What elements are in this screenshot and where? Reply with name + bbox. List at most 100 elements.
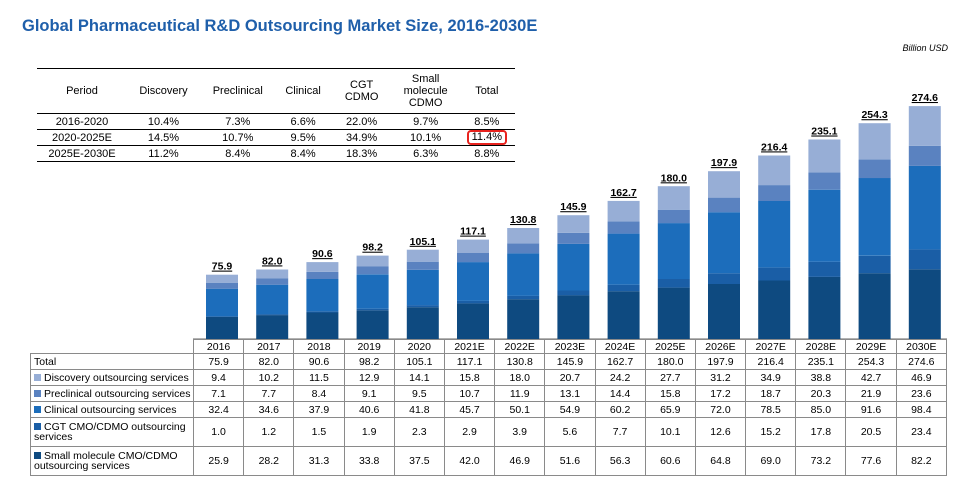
cagr-header-row: Period Discovery Preclinical Clinical CG… — [37, 68, 515, 114]
bar-segment-2020-s2 — [406, 269, 439, 306]
value-cell: 21.9 — [845, 385, 897, 402]
series-label-text: Total — [34, 355, 57, 368]
table-row: Discovery outsourcing services 9.4 10.2 11.… — [30, 369, 948, 386]
value-cell: 1.9 — [343, 417, 395, 447]
total-label-2025E: 180.0 — [661, 172, 687, 184]
value-cell: 162.7 — [594, 353, 646, 370]
value-cell: 15.8 — [443, 369, 496, 386]
bar-segment-2029E-s3 — [858, 159, 891, 179]
year-header: 2016 — [192, 339, 245, 354]
value-cell: 56.3 — [594, 446, 646, 476]
bar-segment-2028E-s3 — [808, 172, 841, 190]
total-label-2018: 90.6 — [312, 248, 333, 260]
value-cell: 73.2 — [795, 446, 847, 476]
series-label-text: Discovery outsourcing services — [44, 371, 189, 384]
cagr-header: Period — [37, 68, 127, 114]
bar-segment-2021E-s0 — [457, 303, 489, 339]
cagr-cell: 10.7% — [199, 129, 276, 146]
cagr-cell: 2020-2025E — [37, 129, 127, 146]
total-label-2020: 105.1 — [410, 236, 436, 248]
bar-segment-2025E-s2 — [657, 223, 690, 279]
value-cell: 23.4 — [895, 417, 948, 447]
value-cell: 46.9 — [494, 446, 546, 476]
table-row: Total 75.9 82.0 90.6 98.2 105.1 117.1 130.8 145.… — [30, 353, 948, 370]
value-cell: 180.0 — [644, 353, 696, 370]
bar-segment-2021E-s2 — [457, 262, 489, 301]
cagr-cell: 22.0% — [330, 113, 393, 130]
value-cell: 7.1 — [192, 385, 245, 402]
cagr-header: Discovery — [127, 68, 200, 114]
data-table-corner — [30, 339, 194, 354]
bar-segment-2022E-s2 — [507, 253, 540, 296]
bar-segment-2016-s0 — [206, 317, 238, 339]
year-header: 2029E — [845, 339, 897, 354]
bar-segment-2023E-s0 — [557, 295, 590, 339]
value-cell: 32.4 — [192, 401, 245, 418]
value-cell: 12.9 — [343, 369, 395, 386]
cagr-row: 2016-2020 10.4% 7.3% 6.6% 22.0% 9.7% 8.5… — [37, 113, 515, 130]
value-cell: 3.9 — [494, 417, 546, 447]
series-label: Discovery outsourcing services — [30, 369, 194, 386]
value-cell: 105.1 — [393, 353, 445, 370]
legend-swatch — [34, 405, 41, 413]
series-label-text: Small molecule CMO/CDMO outsourcing serv… — [34, 450, 178, 472]
unit-label: Billion USD — [902, 43, 948, 53]
value-cell: 18.0 — [494, 369, 546, 386]
value-cell: 69.0 — [745, 446, 797, 476]
bar-segment-2027E-s4 — [758, 155, 791, 186]
bar-segment-2029E-s4 — [858, 123, 891, 160]
bar-segment-2016-s3 — [206, 282, 238, 289]
bar-segment-2017-s1 — [256, 314, 289, 316]
series-label-text: Preclinical outsourcing services — [44, 387, 191, 400]
bar-segment-2030E-s0 — [908, 269, 941, 339]
bar-segment-2022E-s1 — [507, 295, 540, 300]
cagr-cell: 6.3% — [392, 145, 459, 162]
cagr-row: 2025E-2030E 11.2% 8.4% 8.4% 18.3% 6.3% 8… — [37, 145, 515, 162]
bar-segment-2018-s2 — [306, 279, 339, 312]
bar-segment-2017-s4 — [256, 269, 289, 279]
value-cell: 9.4 — [192, 369, 245, 386]
bar-segment-2029E-s1 — [858, 255, 891, 274]
year-header: 2030E — [895, 339, 948, 354]
bar-segment-2027E-s2 — [758, 200, 791, 268]
cagr-cell: 9.5% — [275, 129, 331, 146]
bar-segment-2023E-s2 — [557, 243, 590, 291]
value-cell: 130.8 — [494, 353, 546, 370]
total-label-2017: 82.0 — [262, 255, 283, 267]
value-cell: 10.1 — [644, 417, 696, 447]
legend-swatch — [34, 452, 41, 459]
value-cell: 15.8 — [644, 385, 696, 402]
cagr-cell: 2016-2020 — [37, 113, 127, 130]
total-label-2016: 75.9 — [212, 261, 233, 273]
value-cell: 1.0 — [192, 417, 245, 447]
value-cell: 10.7 — [443, 385, 496, 402]
bar-segment-2027E-s1 — [758, 267, 791, 281]
value-cell: 45.7 — [443, 401, 496, 418]
bar-segment-2024E-s1 — [607, 284, 640, 292]
value-cell: 38.8 — [795, 369, 847, 386]
bar-segment-2025E-s1 — [657, 279, 690, 288]
value-cell: 82.0 — [243, 353, 295, 370]
bar-segment-2020-s3 — [406, 261, 439, 270]
value-cell: 7.7 — [243, 385, 295, 402]
value-cell: 31.3 — [293, 446, 345, 476]
bar-segment-2016-s4 — [206, 274, 238, 283]
series-label: Total — [30, 353, 194, 370]
value-cell: 37.5 — [393, 446, 445, 476]
bar-segment-2020-s1 — [406, 305, 439, 308]
value-cell: 60.2 — [594, 401, 646, 418]
series-label: Clinical outsourcing services — [30, 401, 194, 418]
value-cell: 64.8 — [694, 446, 747, 476]
value-cell: 15.2 — [745, 417, 797, 447]
value-cell: 5.6 — [544, 417, 596, 447]
data-table: 2016 2017 2018 2019 2020 2021E 2022E 2023E 2024E… — [30, 339, 948, 476]
value-cell: 20.3 — [795, 385, 847, 402]
total-label-2021E: 117.1 — [460, 226, 486, 238]
bar-segment-2028E-s1 — [808, 261, 841, 277]
cagr-table: Period Discovery Preclinical Clinical CG… — [37, 68, 515, 162]
value-cell: 235.1 — [795, 353, 847, 370]
value-cell: 60.6 — [644, 446, 696, 476]
bar-segment-2026E-s0 — [708, 284, 740, 339]
value-cell: 91.6 — [845, 401, 897, 418]
bar-segment-2020-s4 — [406, 249, 439, 262]
